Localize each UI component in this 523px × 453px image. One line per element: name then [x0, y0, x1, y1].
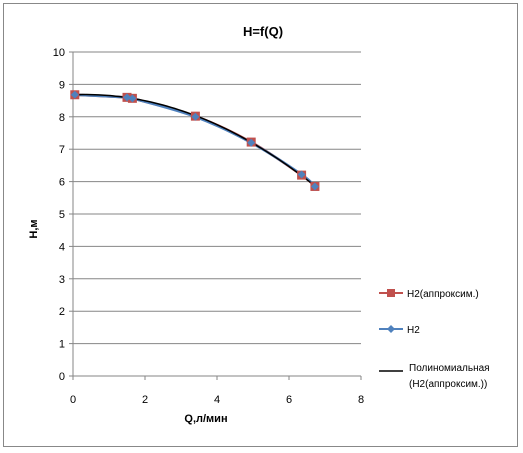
y-tick-label: 9: [59, 79, 65, 91]
trendline-polynomial: [74, 93, 316, 187]
legend-item-h2: H2: [379, 325, 420, 336]
data-point-h2: [191, 112, 200, 121]
y-tick-label: 8: [59, 112, 65, 124]
x-tick-labels: 0 2 4 6 8: [70, 394, 364, 406]
chart-title: H=f(Q): [243, 24, 283, 39]
data-point-h2: [70, 90, 79, 99]
grid-lines: [69, 51, 362, 380]
x-tick-label: 2: [142, 394, 148, 406]
y-tick-label: 1: [59, 339, 65, 351]
y-tick-label: 7: [59, 144, 65, 156]
x-axis-title: Q,л/мин: [184, 413, 227, 425]
y-tick-label: 5: [59, 209, 65, 221]
x-tick-label: 8: [358, 394, 364, 406]
y-tick-label: 2: [59, 306, 65, 318]
y-axis-title: H,м: [28, 219, 40, 238]
legend-label-polynomial-line2: (H2(аппроксим.)): [409, 379, 487, 390]
legend-item-polynomial: Полиномиальная (H2(аппроксим.)): [379, 363, 490, 390]
y-tick-label: 0: [59, 371, 65, 383]
data-point-h2: [128, 94, 137, 103]
y-tick-label: 4: [59, 241, 65, 253]
legend-marker-square: [387, 289, 395, 297]
legend-marker-diamond: [387, 325, 395, 333]
x-tick-label: 4: [214, 394, 220, 406]
series-line-h2: [74, 93, 316, 188]
legend-label-polynomial-line1: Полиномиальная: [409, 363, 490, 374]
legend-item-h2-approx: H2(аппроксим.): [379, 289, 479, 300]
data-point-h2: [123, 93, 131, 102]
legend-label-h2: H2: [407, 325, 420, 336]
legend-label-h2-approx: H2(аппроксим.): [407, 289, 479, 300]
y-tick-label: 3: [59, 274, 65, 286]
data-point-h2: [297, 170, 306, 179]
x-tick-label: 0: [70, 394, 76, 406]
data-point-h2: [310, 182, 319, 191]
legend: H2(аппроксим.) H2 Полиномиальная (H2(апп…: [379, 289, 490, 390]
series-layer: [70, 90, 320, 191]
series-line-h2-approx: [74, 93, 316, 188]
y-tick-label: 6: [59, 177, 65, 189]
y-tick-labels: 0 1 2 3 4 5 6 7 8 9 10: [53, 47, 65, 383]
y-tick-label: 10: [53, 47, 65, 59]
chart-frame: [3, 3, 518, 447]
x-tick-label: 6: [286, 394, 292, 406]
data-point-h2: [247, 138, 256, 147]
